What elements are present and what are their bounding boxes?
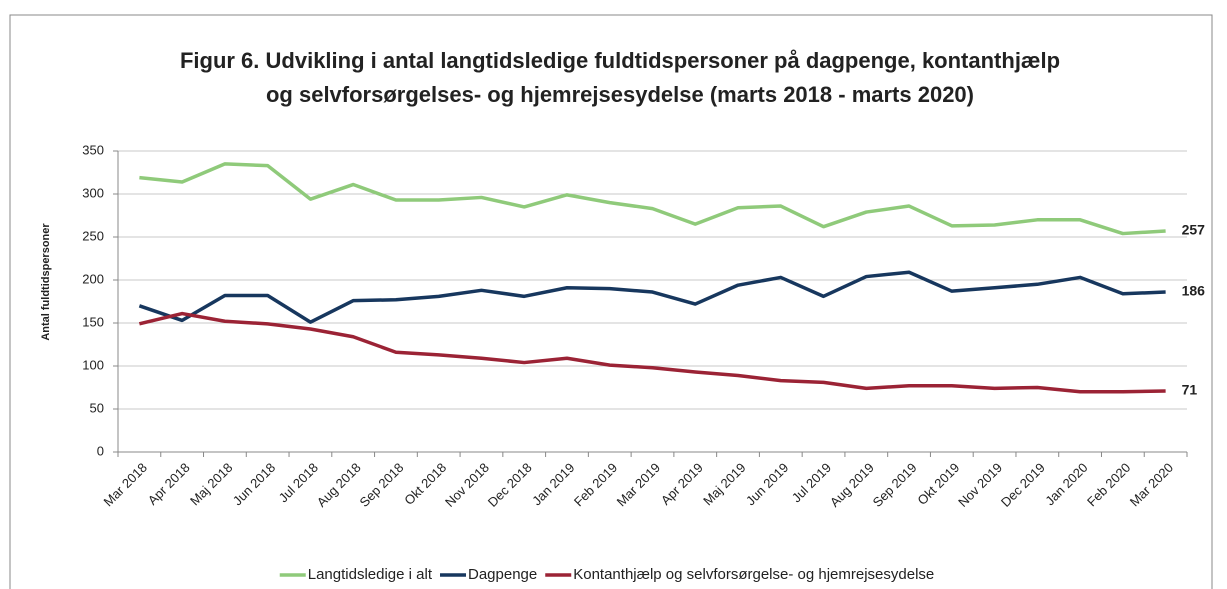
x-tick-label: Maj 2018 — [187, 460, 235, 508]
x-tick-label: Maj 2019 — [700, 460, 748, 508]
x-tick-label: Jun 2018 — [230, 460, 278, 508]
x-tick-label: Aug 2019 — [827, 460, 877, 510]
series-line — [139, 162, 1166, 236]
x-tick-label: Dec 2018 — [485, 460, 535, 510]
x-tick-label: Jan 2020 — [1042, 460, 1090, 508]
x-tick-label: Dec 2019 — [998, 460, 1048, 510]
legend-label: Kontanthjælp og selvforsørgelse- og hjem… — [573, 566, 934, 583]
x-tick-label: Mar 2019 — [614, 460, 663, 509]
y-tick-label: 350 — [82, 142, 104, 157]
legend-label: Dagpenge — [468, 566, 537, 583]
y-tick-label: 200 — [82, 271, 104, 286]
x-tick-label: Feb 2019 — [571, 460, 620, 509]
x-tick-label: Mar 2018 — [100, 460, 149, 509]
end-label: 71 — [1182, 382, 1198, 398]
end-label: 186 — [1182, 283, 1206, 299]
x-tick-label: Sep 2018 — [357, 460, 407, 510]
x-tick-label: Jun 2019 — [743, 460, 791, 508]
x-tick-label: Aug 2018 — [314, 460, 364, 510]
x-tick-label: Feb 2020 — [1084, 460, 1133, 509]
y-axis-label: Antal fuldtidspersoner — [40, 223, 52, 341]
x-tick-label: Jan 2019 — [529, 460, 577, 508]
x-tick-label: Sep 2019 — [870, 460, 920, 510]
x-tick-label: Mar 2020 — [1127, 460, 1176, 509]
x-tick-label: Apr 2019 — [658, 460, 706, 508]
y-tick-label: 100 — [82, 357, 104, 372]
end-label: 257 — [1182, 222, 1206, 238]
y-tick-label: 0 — [97, 443, 104, 458]
y-tick-label: 300 — [82, 185, 104, 200]
y-tick-label: 50 — [90, 400, 104, 415]
series-line — [138, 311, 1166, 394]
x-tick-label: Nov 2018 — [442, 460, 492, 510]
chart-title: og selvforsørgelses- og hjemrejsesydelse… — [266, 82, 974, 107]
legend-label: Langtidsledige i alt — [308, 566, 433, 583]
x-tick-label: Nov 2019 — [955, 460, 1005, 510]
chart-title: Figur 6. Udvikling i antal langtidsledig… — [180, 48, 1060, 73]
y-tick-label: 150 — [82, 314, 104, 329]
y-tick-label: 250 — [82, 228, 104, 243]
frame — [9, 14, 1213, 589]
series-line — [138, 270, 1166, 324]
x-tick-label: Apr 2018 — [145, 460, 193, 508]
